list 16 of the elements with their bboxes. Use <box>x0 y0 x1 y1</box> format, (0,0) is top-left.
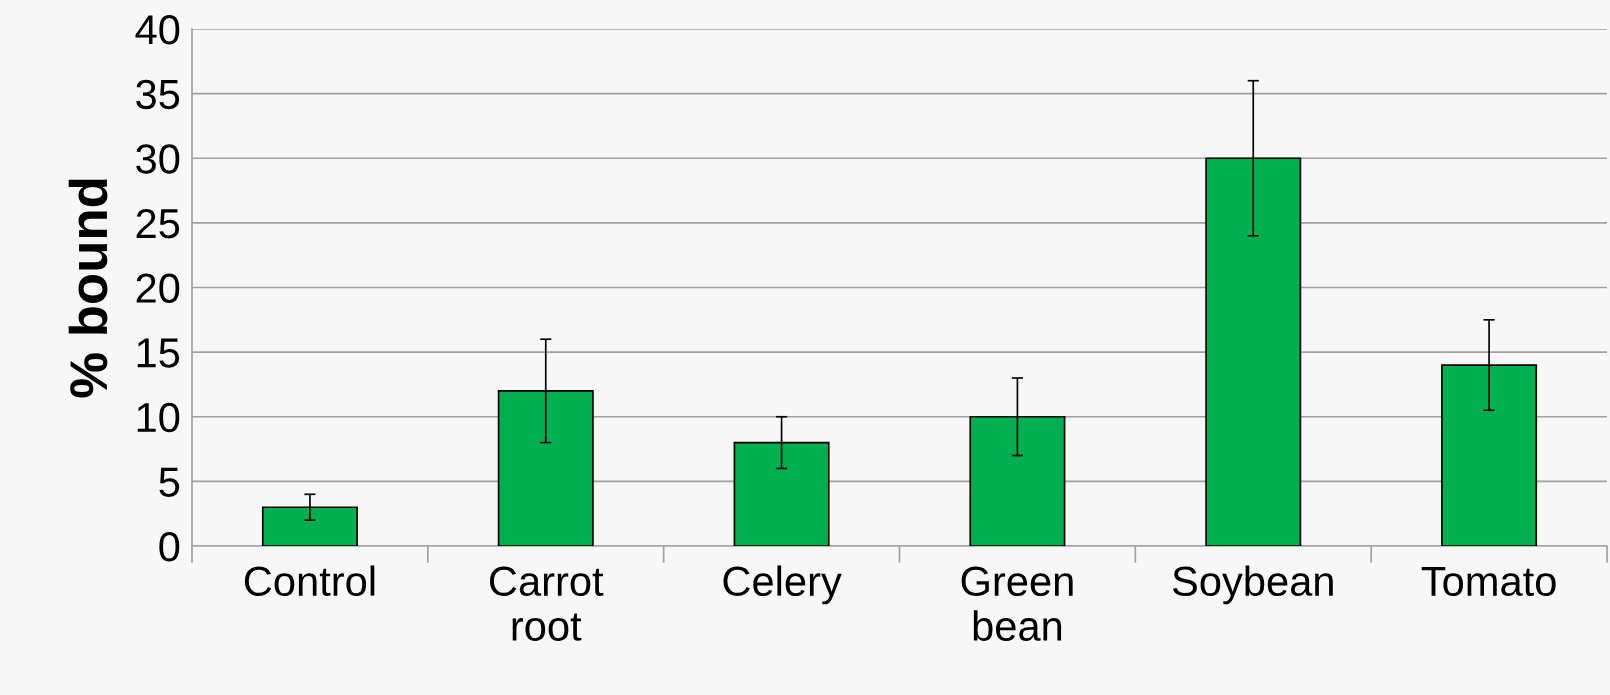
y-tick-label: 25 <box>136 208 180 239</box>
y-tick-label: 10 <box>137 402 180 433</box>
x-tick-label: Tomato <box>1421 566 1556 597</box>
y-tick-label: 30 <box>136 144 180 174</box>
x-tick-label: Soybean <box>1172 565 1333 605</box>
y-axis-title: % bound <box>68 179 108 398</box>
y-tick-label: 0 <box>159 532 180 562</box>
x-tick-label: Celery <box>723 565 842 605</box>
y-tick-label: 40 <box>135 15 180 45</box>
y-tick-label: 15 <box>137 338 180 368</box>
y-tick-label: 20 <box>136 273 180 304</box>
x-tick-label: Carrot root <box>489 566 604 641</box>
x-tick-label: Green bean <box>961 566 1073 641</box>
x-tick-label: Control <box>244 565 375 597</box>
y-tick-label: 5 <box>159 467 180 497</box>
y-tick-label: 35 <box>136 79 180 110</box>
